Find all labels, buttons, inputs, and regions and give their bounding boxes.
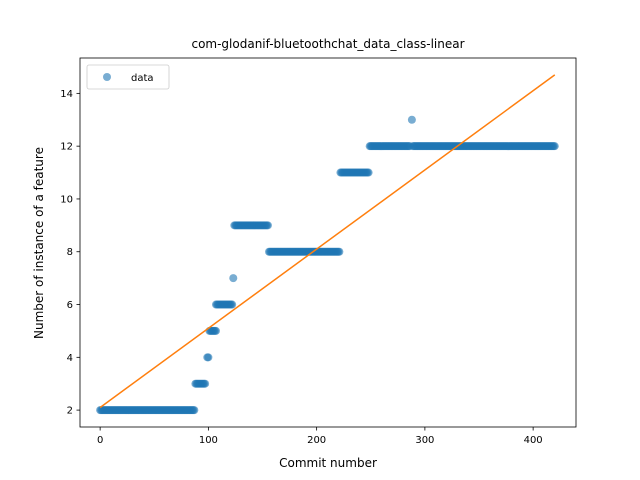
data-series-points <box>96 115 559 415</box>
chart-title: com-glodanif-bluetoothchat_data_class-li… <box>191 37 464 51</box>
axes-frame <box>79 57 577 428</box>
data-point <box>229 274 238 283</box>
data-point <box>228 300 237 309</box>
y-tick-label: 2 <box>67 406 73 417</box>
data-layer <box>96 74 559 415</box>
data-point <box>190 406 199 415</box>
y-tick-label: 4 <box>67 353 73 364</box>
data-point <box>364 168 373 177</box>
axes-layer: 0 100 200 300 400 2 4 6 8 10 12 14 <box>60 57 577 446</box>
legend-box <box>86 64 170 90</box>
data-point <box>204 353 213 362</box>
data-point <box>550 142 559 151</box>
x-axis-label: Commit number <box>279 456 377 470</box>
data-point <box>263 221 272 230</box>
x-tick-label: 0 <box>97 435 103 446</box>
x-tick-label: 200 <box>307 435 326 446</box>
data-point <box>201 379 210 388</box>
x-tick-label: 400 <box>524 435 543 446</box>
y-tick-label: 10 <box>60 194 73 205</box>
y-tick-label: 6 <box>67 300 73 311</box>
data-point <box>335 247 344 256</box>
legend: data <box>86 64 170 90</box>
data-point <box>407 115 416 124</box>
fit-line <box>99 74 556 409</box>
y-axis-label: Number of instance of a feature <box>32 147 46 339</box>
y-tick-label: 8 <box>67 247 73 258</box>
data-point <box>211 326 220 335</box>
x-tick-label: 100 <box>199 435 218 446</box>
y-tick-label: 14 <box>60 89 73 100</box>
y-tick-label: 12 <box>60 142 73 153</box>
legend-marker-data <box>103 73 111 81</box>
x-tick-label: 300 <box>415 435 434 446</box>
legend-label-data: data <box>131 73 154 84</box>
